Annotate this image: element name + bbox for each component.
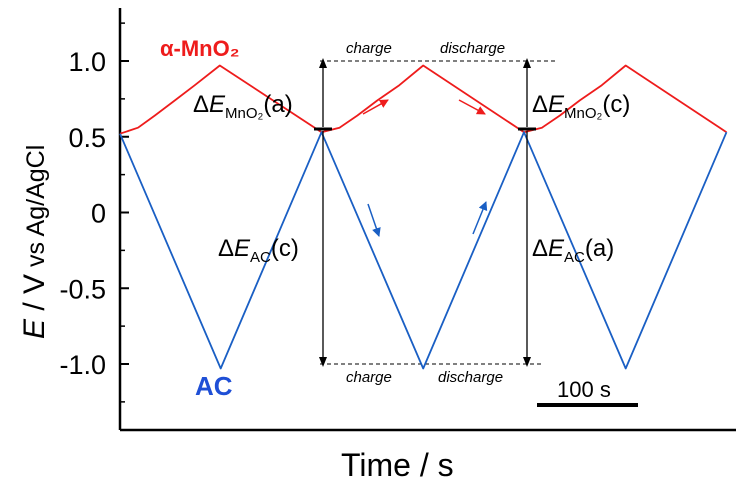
series-label-mno2: α-MnO₂ xyxy=(160,36,240,61)
x-axis-title: Time / s xyxy=(341,447,454,483)
series-line-mno2 xyxy=(119,64,727,135)
delta-e-ac-c-label: ΔEAC(c) xyxy=(218,235,299,266)
delta-e-ac-a-label: ΔEAC(a) xyxy=(532,235,614,266)
y-tick-label: 0.5 xyxy=(68,123,106,153)
charge-top-label: charge xyxy=(346,40,392,57)
red-direction-arrow-charge xyxy=(362,99,389,115)
y-ticks xyxy=(120,22,129,403)
y-tick-labels: 1.0 0.5 0 -0.5 -1.0 xyxy=(59,47,106,380)
series-group xyxy=(119,64,728,370)
y-tick-label: 0 xyxy=(91,199,106,229)
blue-direction-arrow-discharge xyxy=(472,201,488,235)
y-tick-label: -0.5 xyxy=(59,274,106,304)
discharge-bottom-label: discharge xyxy=(438,369,503,386)
delta-e-mno2-a-label: ΔEMnO₂(a) xyxy=(193,91,293,122)
y-tick-label: 1.0 xyxy=(68,47,106,77)
scale-bar-label: 100 s xyxy=(557,377,611,402)
red-direction-arrow-discharge xyxy=(458,99,486,115)
delta-e-mno2-c-label: ΔEMnO₂(c) xyxy=(532,91,630,122)
y-tick-label: -1.0 xyxy=(59,350,106,380)
series-label-ac: AC xyxy=(195,371,233,401)
charge-bottom-label: charge xyxy=(346,369,392,386)
series-line-ac xyxy=(119,131,728,370)
blue-direction-arrow-charge xyxy=(367,203,381,237)
discharge-top-label: discharge xyxy=(440,40,505,57)
y-axis-title: E / V vs Ag/AgCl xyxy=(18,145,51,339)
